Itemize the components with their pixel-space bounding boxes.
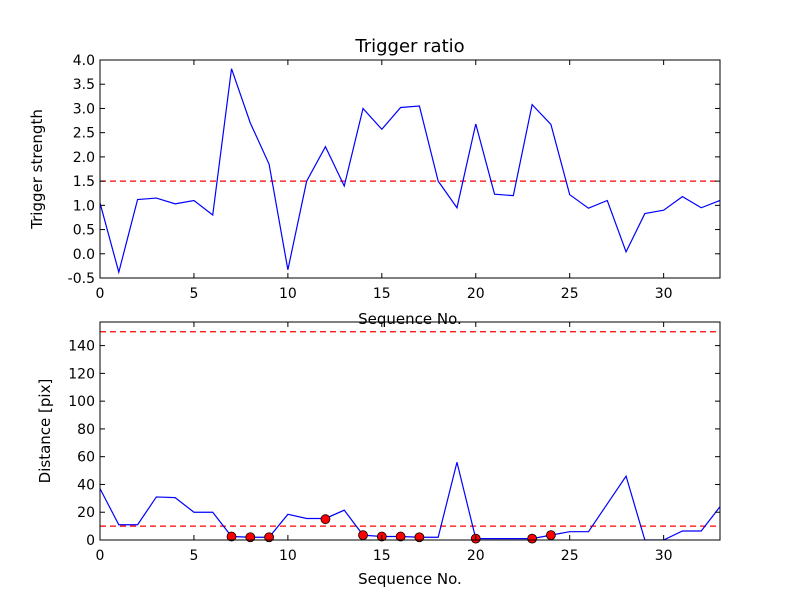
- x-tick-label: 10: [279, 548, 297, 564]
- y-tick-label: 3.0: [73, 101, 95, 117]
- x-tick-label: 10: [279, 286, 297, 302]
- y-tick-label: -0.5: [68, 271, 95, 287]
- data-point-marker: [358, 530, 368, 541]
- data-point-marker: [226, 531, 237, 542]
- series-line: [100, 462, 720, 540]
- y-tick-label: 3.5: [73, 77, 95, 93]
- y-axis-label: Trigger strength: [28, 109, 46, 230]
- chart-trigger-ratio: Trigger ratio 0 5 10 15 20 25 30 -0.5 0.0 0.5 1.0 1.…: [28, 36, 721, 328]
- x-tick-label: 20: [467, 286, 485, 302]
- x-tick-label: 25: [561, 548, 579, 564]
- y-axis-label: Distance [pix]: [36, 379, 54, 484]
- y-tick-label: 60: [77, 450, 95, 466]
- y-tick-label: 4.0: [73, 53, 95, 69]
- data-point-marker: [546, 530, 556, 541]
- data-point-marker: [395, 531, 406, 542]
- y-tick-label: 80: [77, 422, 95, 438]
- y-tick-label: 0: [86, 533, 95, 549]
- y-tick-label: 1.0: [73, 198, 95, 214]
- data-point-marker: [527, 533, 538, 544]
- y-tick-label: 2.5: [73, 126, 95, 142]
- x-tick-label: 20: [467, 548, 485, 564]
- y-tick-label: 0.0: [73, 247, 95, 263]
- data-point-marker: [414, 532, 425, 543]
- y-tick-label: 100: [68, 394, 95, 410]
- axes-frame: [99, 59, 721, 279]
- x-tick-label: 15: [373, 548, 391, 564]
- y-tick-label: 20: [77, 505, 95, 521]
- data-point-marker: [264, 532, 274, 543]
- y-tick-label: 2.0: [73, 150, 95, 166]
- x-tick-label: 5: [189, 286, 198, 302]
- x-tick-label: 30: [655, 548, 673, 564]
- data-point-marker: [320, 514, 331, 525]
- y-tick-label: 0.5: [73, 223, 95, 239]
- x-tick-label: 25: [561, 286, 579, 302]
- y-tick-label: 40: [77, 477, 95, 493]
- y-tick-label: 140: [68, 339, 95, 355]
- y-tick-label: 120: [68, 366, 95, 382]
- x-axis-label: Sequence No.: [358, 570, 462, 588]
- y-tick-label: 1.5: [73, 174, 95, 190]
- x-axis-label: Sequence No.: [358, 310, 462, 328]
- x-tick-label: 0: [96, 286, 105, 302]
- x-tick-label: 0: [96, 548, 105, 564]
- chart-distance: 0 5 10 15 20 25 30 0 20 40 60 80 100 120 140 Sequence N…: [36, 321, 721, 588]
- x-tick-label: 5: [189, 548, 198, 564]
- x-tick-label: 15: [373, 286, 391, 302]
- x-tick-label: 30: [655, 286, 673, 302]
- chart-title: Trigger ratio: [354, 36, 464, 57]
- axes-frame: [99, 321, 721, 541]
- data-point-marker: [245, 532, 256, 543]
- series-line: [100, 68, 720, 275]
